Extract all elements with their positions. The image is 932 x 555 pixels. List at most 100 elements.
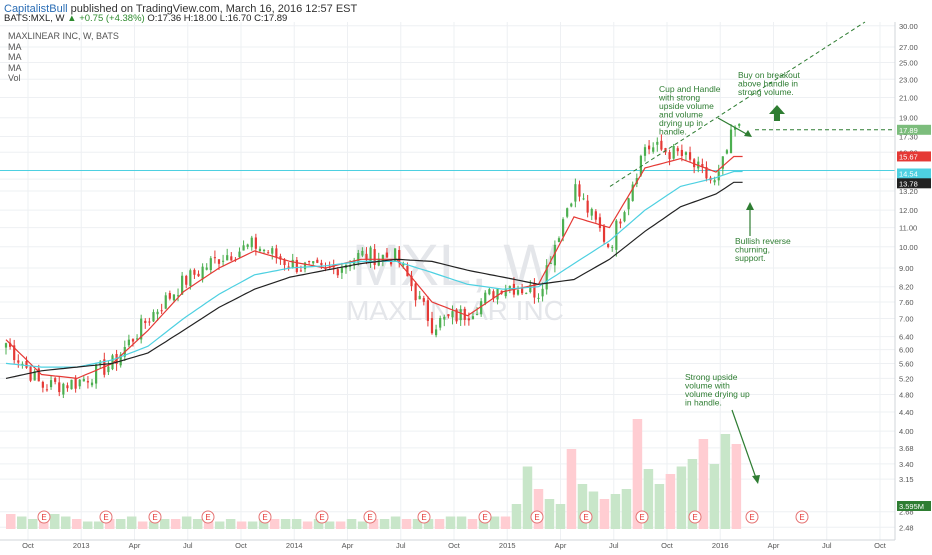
candle-body xyxy=(602,226,606,242)
price-tick-7: 4.80 xyxy=(899,390,914,399)
volume-bar xyxy=(225,519,236,529)
candle-body xyxy=(639,155,643,176)
candle-body xyxy=(488,289,491,295)
earnings-marker[interactable] xyxy=(148,510,162,524)
legend-ma-1[interactable]: MA xyxy=(8,41,22,52)
volume-bar xyxy=(522,466,533,529)
candle-body xyxy=(90,382,94,386)
breakout-trendline[interactable] xyxy=(609,21,866,187)
earnings-marker[interactable] xyxy=(688,510,702,524)
candle-body xyxy=(647,145,651,150)
candle-body xyxy=(717,171,720,181)
ma-mid-label: 14.54 xyxy=(899,170,918,179)
note-breakout-line-2: strong volume. xyxy=(738,87,794,97)
candle-body xyxy=(41,381,44,388)
candle-body xyxy=(37,368,40,382)
earnings-marker[interactable] xyxy=(579,510,593,524)
trendline xyxy=(609,21,866,187)
earnings-marker-label: E xyxy=(205,513,210,522)
legend-ma-2[interactable]: MA xyxy=(8,52,22,62)
candle-body xyxy=(246,244,249,247)
time-tick-10: Apr xyxy=(555,541,567,550)
volume-bar xyxy=(445,516,456,529)
candle-body xyxy=(619,221,622,224)
candle-body xyxy=(25,361,28,368)
candle-body xyxy=(705,167,708,179)
volume-bar xyxy=(676,466,687,529)
earnings-marker-label: E xyxy=(639,513,644,522)
breakout-up-arrow xyxy=(769,105,785,121)
candle-body xyxy=(738,123,741,126)
earnings-marker[interactable] xyxy=(99,510,113,524)
candle-body xyxy=(623,212,626,222)
candle-body xyxy=(480,301,483,315)
candle-body xyxy=(410,275,413,287)
volume-bar xyxy=(577,484,588,529)
candle-body xyxy=(455,309,458,322)
earnings-marker-label: E xyxy=(103,513,108,522)
volume-bar xyxy=(6,514,16,529)
candle-body xyxy=(33,371,36,381)
candle-body xyxy=(447,314,450,317)
earnings-marker[interactable] xyxy=(315,510,329,524)
price-candles xyxy=(4,123,741,399)
earnings-marker[interactable] xyxy=(417,510,431,524)
time-tick-12: Oct xyxy=(661,541,674,550)
earnings-marker[interactable] xyxy=(201,510,215,524)
price-tick-4: 3.68 xyxy=(899,444,914,453)
open-label: O:17.36 xyxy=(147,13,182,24)
earnings-marker[interactable] xyxy=(37,510,51,524)
price-tick-13: 7.60 xyxy=(899,298,914,307)
earnings-marker[interactable] xyxy=(258,510,272,524)
symbol-label[interactable]: BATS:MXL, W xyxy=(4,13,65,24)
earnings-marker[interactable] xyxy=(478,510,492,524)
candle-body xyxy=(267,252,270,254)
time-axis[interactable]: Oct 2013 Apr Jul Oct 2014 Apr Jul Oct 2015 Apr Jul O… xyxy=(0,539,895,550)
candle-body xyxy=(271,248,274,254)
candle-body xyxy=(598,217,602,229)
candle-body xyxy=(291,259,294,268)
earnings-marker[interactable] xyxy=(530,510,544,524)
price-tick-25: 23.00 xyxy=(899,75,918,84)
candle-body xyxy=(451,311,454,318)
volume-bar xyxy=(27,519,38,529)
horizontal-levels xyxy=(0,129,895,172)
author-link[interactable]: CapitalistBull xyxy=(4,3,68,15)
note-cup-handle-line-1: with strong xyxy=(658,93,700,103)
ma-fast-label-box xyxy=(897,151,931,162)
volume-bar xyxy=(302,521,313,529)
note-cup-handle-line-5: handle. xyxy=(659,127,687,137)
candle-body xyxy=(676,148,679,152)
volume-bar xyxy=(82,521,93,529)
arrow-reverse-head xyxy=(746,202,754,210)
publish-info: published on TradingView.com, March 16, … xyxy=(70,3,358,15)
note-breakout-line-1: above handle in xyxy=(738,79,798,89)
note-cup-handle-line-0: Cup and Handle xyxy=(659,84,721,94)
candle-body xyxy=(627,198,630,210)
volume-bar xyxy=(203,521,214,529)
price-tick-28: 30.00 xyxy=(899,22,918,31)
earnings-marker[interactable] xyxy=(635,510,649,524)
ma-slow-label-box xyxy=(897,178,931,189)
ma-line-slow[interactable] xyxy=(5,181,743,379)
time-tick-4: Oct xyxy=(235,541,248,550)
legend-ma-3[interactable]: MA xyxy=(8,62,22,73)
candle-body xyxy=(172,294,176,301)
earnings-marker[interactable] xyxy=(363,510,377,524)
earnings-marker[interactable] xyxy=(745,510,759,524)
candle-body xyxy=(504,288,507,297)
ma-fast-label: 15.67 xyxy=(899,152,918,161)
candle-body xyxy=(398,250,401,264)
earnings-marker[interactable] xyxy=(795,510,809,524)
candle-body xyxy=(168,293,171,299)
candle-body xyxy=(17,360,20,363)
ma-line-fast[interactable] xyxy=(5,155,743,380)
watermark: MXL, W MAXLINEAR INC xyxy=(346,233,564,326)
legend-vol[interactable]: Vol xyxy=(8,73,21,83)
candle-body xyxy=(594,211,597,220)
volume-bar xyxy=(280,519,291,529)
